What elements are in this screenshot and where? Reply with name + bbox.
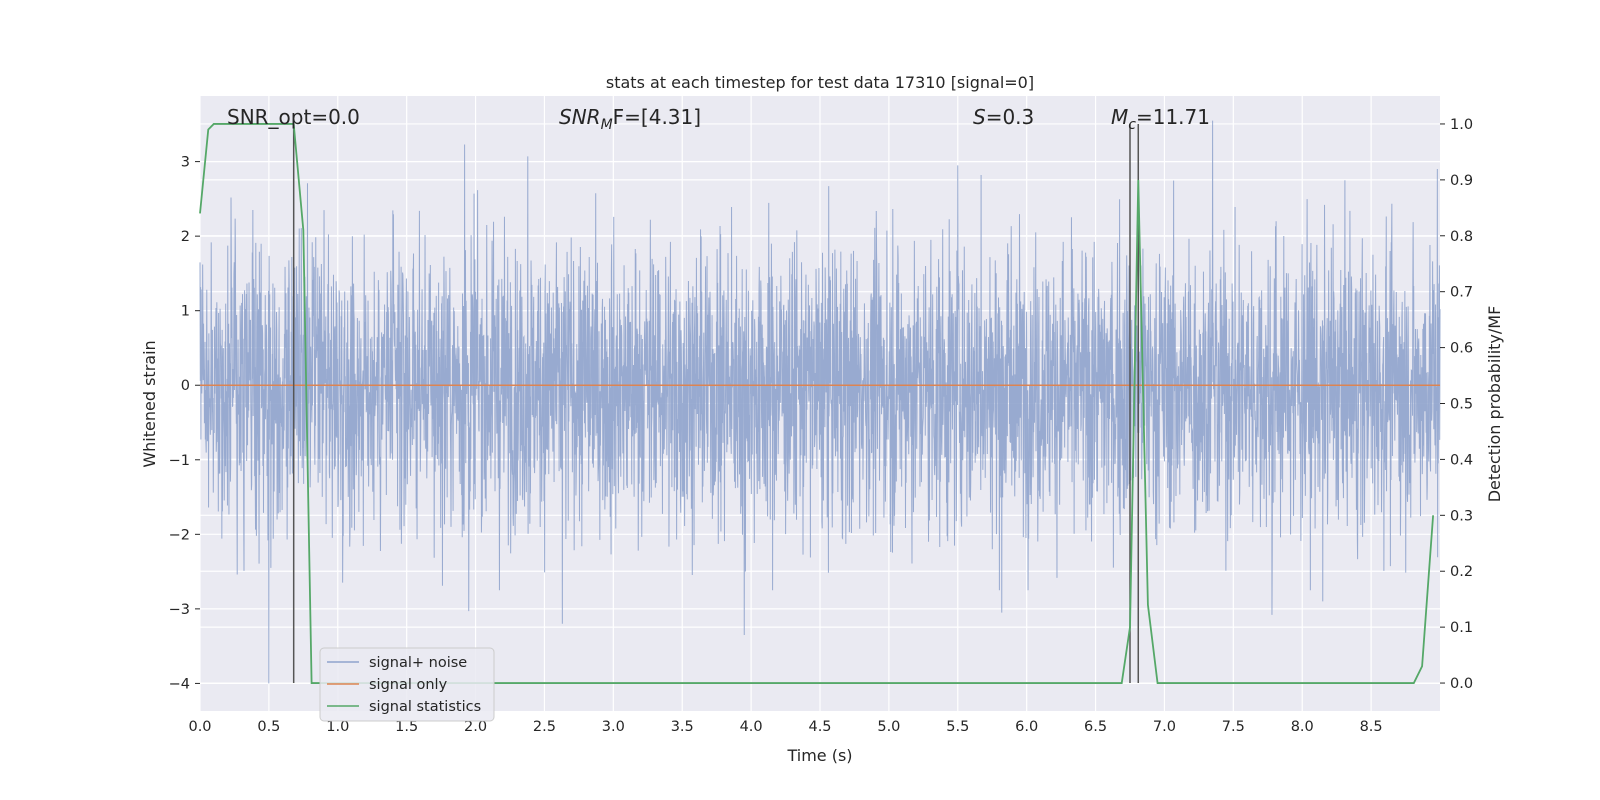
x-tick-label: 2.5 (533, 719, 556, 735)
y-axis-right-label: Detection probability/MF (1485, 306, 1504, 503)
annotation-s: S=0.3 (973, 105, 1034, 129)
annotation-mc-subscript: c (1128, 117, 1136, 133)
y-right-tick-label: 0.9 (1450, 173, 1473, 189)
signal-statistics-line (199, 123, 1435, 684)
x-tick-label: 8.5 (1360, 719, 1383, 735)
x-tick-label: 3.0 (602, 719, 625, 735)
y-left-tick-label: 2 (181, 229, 190, 245)
annotation-s-value: =0.3 (986, 105, 1035, 129)
y-left-tick-label: 1 (181, 304, 190, 320)
x-tick-label: 5.0 (877, 719, 900, 735)
y-right-tick-label: 0.2 (1450, 564, 1473, 580)
legend: signal+ noise signal only signal statist… (319, 647, 495, 722)
y-right-tick-label: 0.5 (1450, 397, 1473, 413)
annotation-mc-symbol: M (1111, 105, 1128, 129)
x-axis-ticks: 0.0 0.5 1.0 1.5 2.0 2.5 3.0 3.5 4.0 4.5 5.0 5.5 6.0 6… (188, 719, 1382, 735)
y-right-tick-label: 1.0 (1450, 117, 1473, 133)
y-right-tick-label: 0.0 (1450, 676, 1473, 692)
annotation-snr-mf-subscript: M (601, 117, 613, 133)
x-tick-label: 4.5 (808, 719, 831, 735)
x-tick-label: 8.0 (1291, 719, 1314, 735)
annotation-mc: Mc=11.71 (1111, 105, 1210, 133)
y-right-tick-label: 0.1 (1450, 620, 1473, 636)
y-axis-right-ticks: 1.0 0.9 0.8 0.7 0.6 0.5 0.4 0.3 0.2 0.1 0.0 (1440, 117, 1473, 692)
signal-noise-line (199, 120, 1441, 684)
x-tick-label: 1.0 (326, 719, 349, 735)
legend-label-signal-only: signal only (369, 677, 448, 693)
y-left-tick-label: −1 (169, 453, 190, 469)
y-left-tick-label: 3 (181, 155, 190, 171)
annotation-snr-mf: SNRMF=[4.31] (559, 105, 701, 133)
y-axis-left-ticks: 3 2 1 0 −1 −2 −3 −4 (169, 155, 200, 692)
x-tick-label: 0.0 (188, 719, 211, 735)
y-left-tick-label: −4 (169, 676, 190, 692)
x-tick-label: 7.5 (1222, 719, 1245, 735)
y-axis-left-label: Whitened strain (140, 340, 159, 467)
x-tick-label: 7.0 (1153, 719, 1176, 735)
x-tick-label: 6.5 (1084, 719, 1107, 735)
y-left-tick-label: 0 (181, 378, 190, 394)
annotation-s-symbol: S (973, 105, 986, 129)
x-tick-label: 1.5 (395, 719, 418, 735)
y-right-tick-label: 0.3 (1450, 508, 1473, 524)
annotation-mc-value: =11.71 (1136, 105, 1210, 129)
y-right-tick-label: 0.7 (1450, 285, 1473, 301)
x-tick-label: 3.5 (671, 719, 694, 735)
y-right-tick-label: 0.6 (1450, 341, 1473, 357)
annotation-snr-mf-value: F=[4.31] (613, 105, 701, 129)
legend-label-signal-noise: signal+ noise (369, 655, 467, 671)
series-signal-noise (199, 120, 1441, 684)
x-tick-label: 5.5 (946, 719, 969, 735)
chart-title: stats at each timestep for test data 173… (606, 73, 1034, 92)
y-left-tick-label: −2 (169, 527, 190, 543)
x-tick-label: 6.0 (1015, 719, 1038, 735)
x-tick-label: 4.0 (740, 719, 763, 735)
y-left-tick-label: −3 (169, 602, 190, 618)
legend-box (319, 647, 495, 722)
annotation-snr-opt: SNR_opt=0.0 (227, 105, 360, 129)
legend-label-signal-statistics: signal statistics (369, 699, 481, 715)
x-tick-label: 0.5 (257, 719, 280, 735)
annotation-snr-mf-symbol: SNR (559, 105, 601, 129)
x-axis-label: Time (s) (786, 746, 852, 765)
y-right-tick-label: 0.8 (1450, 229, 1473, 245)
x-tick-label: 2.0 (464, 719, 487, 735)
y-right-tick-label: 0.4 (1450, 452, 1473, 468)
series-signal-statistics (199, 123, 1435, 684)
